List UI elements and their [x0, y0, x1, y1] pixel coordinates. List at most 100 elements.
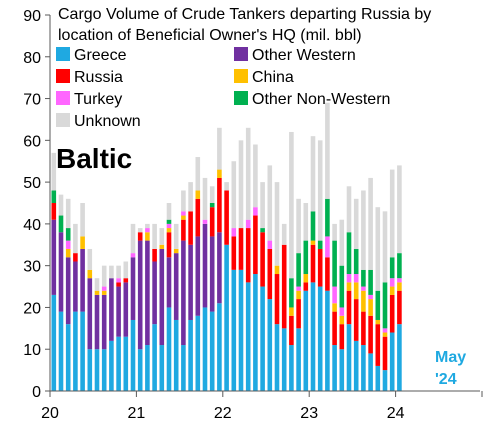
bar-segment-greece-11	[130, 319, 136, 391]
bar-segment-unknown-32	[281, 223, 287, 245]
bar-segment-china-4	[80, 236, 85, 249]
bar-segment-greece-31	[274, 324, 280, 391]
bar-segment-other-non-western-38	[325, 198, 330, 237]
bar-segment-russia-42	[353, 299, 359, 341]
bar-segment-russia-20	[195, 198, 201, 237]
bar-segment-greece-42	[353, 340, 359, 391]
bar-segment-china-18	[181, 215, 186, 220]
legend-label-other-western: Other Western	[252, 47, 356, 64]
bar-segment-russia-24	[224, 190, 229, 245]
bar-segment-other-western-6	[94, 294, 100, 350]
bar-segment-unknown-23	[217, 127, 222, 170]
bar-segment-turkey-11	[130, 253, 136, 258]
bar-segment-other-non-western-2	[65, 228, 71, 241]
bar-segment-unknown-8	[109, 265, 114, 279]
bar-segment-turkey-44	[368, 294, 373, 300]
bar-segment-greece-34	[296, 328, 301, 391]
chart-title-line-2: location of Beneficial Owner's HQ (mil. …	[58, 27, 362, 44]
bar-segment-greece-12	[137, 349, 143, 391]
y-axis: 0 10 20 30 40 50 60 70 80 90	[23, 8, 51, 401]
bar-segment-unknown-7	[101, 265, 107, 287]
bar-segment-greece-36	[310, 282, 316, 391]
bar-segment-turkey-18	[181, 211, 186, 216]
annotation-year: '24	[435, 371, 457, 388]
bar-segment-turkey-27	[245, 219, 251, 229]
bar-segment-greece-19	[188, 319, 193, 391]
bar-segment-other-western-5	[87, 278, 93, 350]
legend-label-turkey: Turkey	[74, 91, 122, 108]
bar-segment-greece-3	[73, 311, 78, 391]
bar-segment-russia-44	[368, 315, 373, 354]
bar-segment-turkey-9	[116, 278, 121, 283]
bar-segment-china-13	[145, 232, 150, 241]
bar-segment-other-non-western-48	[397, 253, 402, 279]
bar-segment-other-non-western-46	[382, 282, 388, 329]
y-tick-label-90: 90	[23, 8, 41, 25]
x-tick-label-22: 22	[214, 405, 232, 422]
bar-segment-other-western-21	[202, 223, 208, 308]
bar-segment-other-non-western-36	[310, 211, 316, 241]
bar-segment-greece-39	[332, 345, 337, 391]
bar-segment-russia-3	[73, 253, 78, 262]
bar-segment-greece-37	[317, 286, 323, 391]
y-tick-label-10: 10	[23, 342, 41, 359]
bar-segment-unknown-17	[173, 223, 179, 249]
bar-segment-greece-21	[202, 307, 208, 391]
bar-segment-greece-46	[382, 370, 388, 391]
bar-segment-turkey-28	[253, 207, 258, 216]
bar-segment-russia-36	[310, 244, 316, 283]
bar-segment-unknown-2	[65, 198, 71, 229]
bar-segment-unknown-18	[181, 190, 186, 212]
bar-segment-unknown-35	[303, 203, 309, 241]
bar-segment-russia-46	[382, 336, 388, 371]
bar-segment-greece-13	[145, 345, 150, 391]
bar-segment-other-non-western-35	[303, 240, 309, 275]
bar-segment-greece-1	[58, 311, 64, 391]
bar-segment-russia-28	[253, 215, 258, 275]
annotation-month: May	[435, 349, 466, 366]
bar-segment-greece-44	[368, 353, 373, 391]
bar-segment-greece-45	[375, 365, 381, 391]
bar-segment-china-16	[166, 228, 172, 233]
bar-segment-other-western-23	[217, 232, 222, 304]
bar-segment-russia-34	[296, 299, 301, 329]
bar-segment-unknown-25	[231, 161, 237, 229]
bar-segment-turkey-39	[332, 286, 337, 304]
bar-segment-greece-48	[397, 324, 402, 391]
legend-swatch-other-western	[234, 47, 248, 61]
bar-segment-russia-48	[397, 290, 402, 325]
bar-segment-unknown-4	[80, 203, 85, 237]
legend-swatch-china	[234, 69, 248, 83]
bar-segment-russia-33	[289, 315, 294, 346]
bar-segment-turkey-25	[231, 228, 237, 237]
bar-segment-unknown-13	[145, 223, 150, 229]
bar-segment-unknown-41	[346, 186, 352, 233]
y-tick-label-0: 0	[32, 384, 41, 401]
bar-segment-other-western-2	[65, 257, 71, 325]
bar-segment-china-45	[375, 319, 381, 325]
bar-segment-unknown-47	[389, 169, 395, 258]
bar-segment-greece-27	[245, 282, 251, 391]
bar-segment-greece-15	[159, 345, 165, 391]
bar-segment-other-non-western-16	[166, 219, 172, 224]
bar-segment-unknown-37	[317, 140, 323, 241]
bar-segment-russia-12	[137, 232, 143, 241]
bar-segment-china-35	[303, 274, 309, 283]
legend-label-unknown: Unknown	[74, 113, 141, 130]
bar-segment-greece-23	[217, 303, 222, 391]
bar-segment-russia-41	[346, 290, 352, 325]
bar-segment-russia-9	[116, 282, 121, 287]
bar-segment-unknown-45	[375, 207, 381, 291]
bar-segment-greece-20	[195, 315, 201, 391]
bar-segment-other-non-western-42	[353, 248, 359, 275]
bar-segment-other-western-8	[109, 278, 114, 341]
bar-segment-russia-38	[325, 257, 330, 291]
bar-segment-unknown-14	[152, 223, 157, 249]
bar-segment-greece-8	[109, 340, 114, 391]
legend-label-greece: Greece	[74, 47, 127, 64]
bar-segment-other-non-western-47	[389, 257, 395, 279]
bar-segment-greece-33	[289, 345, 294, 391]
bar-segment-other-non-western-43	[361, 269, 366, 287]
bar-segment-russia-29	[260, 232, 265, 287]
bar-segment-other-non-western-1	[58, 215, 64, 233]
